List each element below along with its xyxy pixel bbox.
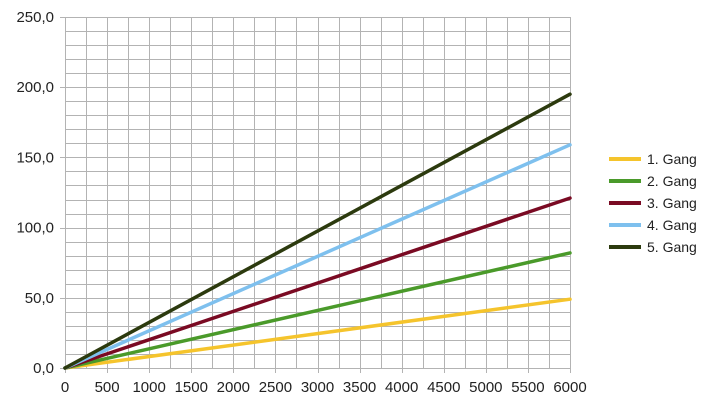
x-tick-label: 2500 [259, 379, 292, 396]
x-tick-label: 0 [61, 379, 69, 396]
legend-label-3: 3. Gang [647, 195, 697, 211]
legend-label-1: 1. Gang [647, 151, 697, 167]
y-tick-label: 50,0 [25, 290, 54, 307]
x-tick-label: 4000 [385, 379, 418, 396]
x-tick-label: 4500 [427, 379, 460, 396]
x-tick-label: 5500 [511, 379, 544, 396]
series-line-5 [63, 92, 572, 370]
y-tick-label: 250,0 [16, 9, 54, 26]
x-tick-labels: 0 500 1000 1500 2000 2500 3000 3500 4000 4500 5000… [61, 379, 587, 396]
legend: 1. Gang 2. Gang 3. Gang 4. Gang 5. Gang [609, 151, 697, 255]
x-tick-label: 2000 [217, 379, 250, 396]
series-line-1 [63, 297, 572, 370]
series-line-4 [63, 143, 572, 370]
legend-label-5: 5. Gang [647, 239, 697, 255]
series-line-3 [63, 196, 572, 370]
legend-label-2: 2. Gang [647, 173, 697, 189]
x-tick-label: 6000 [553, 379, 586, 396]
x-tick-label: 5000 [469, 379, 502, 396]
x-tick-label: 1500 [175, 379, 208, 396]
y-tick-label: 100,0 [16, 220, 54, 237]
legend-label-4: 4. Gang [647, 217, 697, 233]
axes [60, 17, 571, 373]
x-tick-label: 3500 [343, 379, 376, 396]
series-lines [63, 92, 572, 370]
grid [65, 17, 571, 369]
series-line-2 [63, 251, 572, 370]
y-tick-label: 150,0 [16, 149, 54, 166]
x-tick-label: 1000 [132, 379, 165, 396]
x-tick-label: 500 [95, 379, 120, 396]
y-tick-labels: 0,0 50,0 100,0 150,0 200,0 250,0 [16, 9, 54, 377]
y-tick-label: 200,0 [16, 79, 54, 96]
x-tick-label: 3000 [301, 379, 334, 396]
y-tick-label: 0,0 [33, 360, 54, 377]
